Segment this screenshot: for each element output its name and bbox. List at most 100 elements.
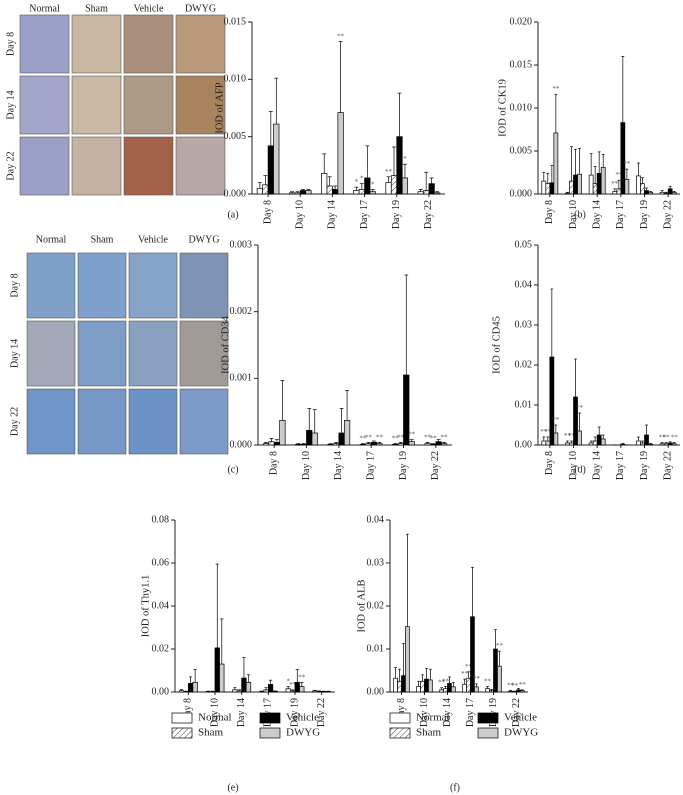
error-bar bbox=[597, 426, 601, 435]
bar bbox=[549, 182, 555, 195]
error-bar bbox=[425, 667, 428, 680]
bar bbox=[588, 442, 594, 446]
y-tick-label: 0.015 bbox=[510, 59, 533, 70]
bar bbox=[545, 440, 551, 446]
bar bbox=[417, 191, 424, 195]
panel-label: (c) bbox=[227, 464, 238, 475]
legend-swatch bbox=[259, 712, 281, 724]
image-column-label: Normal bbox=[29, 3, 60, 14]
bar bbox=[392, 443, 399, 446]
bar bbox=[187, 683, 194, 693]
error-bar bbox=[313, 689, 317, 691]
panel-label: (a) bbox=[227, 209, 238, 220]
error-bar bbox=[668, 185, 672, 189]
x-tick-label: Day 14 bbox=[327, 200, 338, 229]
significance-mark: ** bbox=[392, 435, 400, 443]
error-bar bbox=[520, 689, 524, 691]
error-bar bbox=[280, 379, 285, 421]
bar bbox=[256, 187, 263, 195]
micrograph bbox=[179, 320, 229, 387]
micrograph bbox=[71, 14, 122, 74]
bar bbox=[245, 681, 252, 693]
error-bar bbox=[550, 165, 554, 183]
x-tick-label: Day 14 bbox=[442, 698, 453, 727]
bar bbox=[219, 663, 225, 693]
y-tick-label: 0.005 bbox=[224, 131, 247, 142]
x-tick-label: Day 8 bbox=[544, 200, 555, 224]
y-tick-label: 0.000 bbox=[510, 188, 533, 199]
legend-swatch bbox=[259, 727, 281, 739]
bar bbox=[545, 183, 551, 195]
bar bbox=[305, 190, 312, 195]
error-bar bbox=[307, 407, 312, 431]
error-bar bbox=[509, 689, 513, 692]
error-bar bbox=[589, 440, 593, 443]
error-bar bbox=[517, 688, 520, 690]
bar bbox=[620, 443, 626, 446]
bar bbox=[612, 191, 618, 195]
x-tick-label: Day 19 bbox=[391, 200, 402, 229]
error-bar bbox=[322, 153, 327, 174]
bar bbox=[390, 175, 398, 195]
image-row-label: Day 14 bbox=[9, 339, 20, 368]
error-bar bbox=[242, 657, 246, 679]
bar bbox=[236, 690, 243, 693]
significance-mark: ** bbox=[623, 160, 631, 168]
significance-mark: ** bbox=[465, 663, 473, 671]
error-bar bbox=[371, 440, 376, 443]
panel-label: (b) bbox=[574, 209, 586, 220]
significance-mark: * bbox=[360, 175, 364, 183]
error-bar bbox=[546, 436, 550, 441]
x-tick-label: Day 10 bbox=[301, 451, 312, 480]
y-axis-label: IOD of ALB bbox=[356, 579, 367, 632]
error-bar bbox=[589, 153, 593, 176]
bar bbox=[549, 356, 555, 446]
x-tick-label: Day 17 bbox=[365, 451, 376, 480]
significance-mark: ** bbox=[568, 432, 576, 440]
bar bbox=[353, 190, 360, 195]
micrograph bbox=[179, 252, 229, 319]
bar bbox=[439, 689, 444, 693]
bar bbox=[263, 689, 269, 693]
bar bbox=[659, 191, 665, 195]
error-bar bbox=[295, 669, 299, 683]
significance-mark: ** bbox=[552, 416, 560, 424]
image-column-label: Normal bbox=[36, 234, 67, 245]
x-tick-label: Day 14 bbox=[236, 698, 247, 727]
error-bar bbox=[398, 668, 401, 682]
micrograph bbox=[128, 252, 178, 319]
bar bbox=[663, 443, 669, 446]
y-tick-label: 0.020 bbox=[510, 16, 533, 27]
error-bar bbox=[621, 56, 625, 123]
bar bbox=[434, 192, 441, 195]
y-tick-label: 0.05 bbox=[515, 239, 533, 250]
error-bar bbox=[306, 189, 311, 191]
bar bbox=[553, 432, 559, 446]
error-bar bbox=[339, 407, 344, 433]
error-bar bbox=[574, 148, 577, 176]
bar bbox=[241, 677, 247, 693]
micrograph bbox=[19, 75, 70, 135]
significance-mark: ** bbox=[659, 434, 667, 442]
bar bbox=[396, 136, 403, 195]
error-bar bbox=[418, 189, 423, 192]
image-column-label: Vehicle bbox=[138, 234, 169, 245]
legend-label: Normal bbox=[416, 712, 450, 724]
legend-label: Sham bbox=[198, 727, 224, 739]
error-bar bbox=[421, 674, 424, 682]
bar bbox=[497, 665, 502, 693]
bar bbox=[214, 647, 220, 693]
bar bbox=[667, 188, 673, 195]
bar bbox=[401, 177, 409, 195]
significance-mark: ** bbox=[671, 434, 679, 442]
legend-swatch bbox=[477, 727, 499, 739]
error-bar bbox=[397, 92, 402, 137]
bar bbox=[648, 443, 653, 446]
error-bar bbox=[617, 179, 621, 189]
error-bar bbox=[417, 680, 421, 687]
legend-label: Vehicle bbox=[286, 712, 319, 724]
error-bar bbox=[398, 441, 403, 444]
x-tick-label: Day 10 bbox=[209, 698, 220, 727]
bar bbox=[376, 443, 383, 446]
significance-mark: ** bbox=[484, 677, 492, 685]
